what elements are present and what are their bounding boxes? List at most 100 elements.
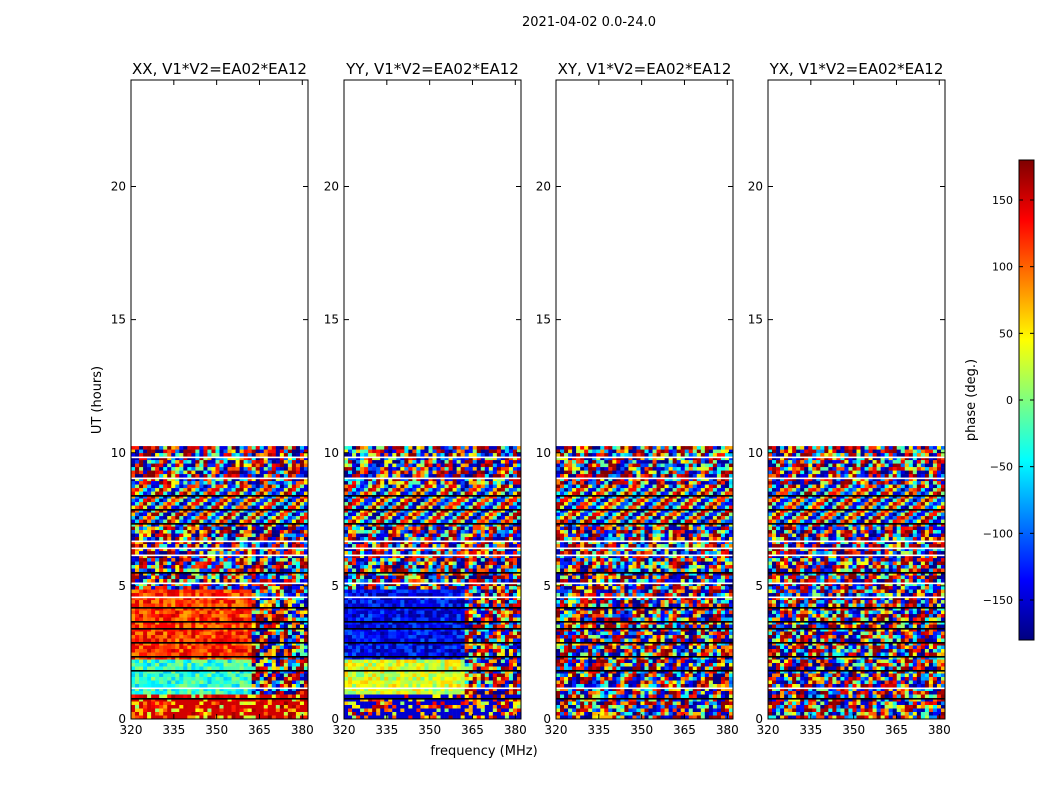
heatmap-cell <box>247 708 252 713</box>
heatmap-cell <box>131 677 136 681</box>
heatmap-cell <box>179 572 184 576</box>
heatmap-cell <box>219 572 224 576</box>
heatmap-cell <box>195 666 200 671</box>
heatmap-cell <box>227 491 232 496</box>
heatmap-cell <box>171 614 176 618</box>
heatmap-cell <box>231 712 236 716</box>
heatmap-cell <box>215 460 220 464</box>
heatmap-cell <box>247 509 252 513</box>
heatmap-cell <box>167 526 172 531</box>
heatmap-cell <box>287 568 293 573</box>
heatmap-cell <box>460 470 465 475</box>
heatmap-cell <box>131 673 136 678</box>
heatmap-cell <box>299 621 305 625</box>
heatmap-cell <box>171 446 176 450</box>
heatmap-cell <box>283 677 289 681</box>
heatmap-cell <box>131 547 136 552</box>
heatmap-cell <box>259 582 265 587</box>
heatmap-cell <box>299 526 305 531</box>
heatmap-cell <box>143 523 148 527</box>
heatmap-cell <box>480 533 486 538</box>
heatmap-cell <box>191 467 196 471</box>
heatmap-cell <box>171 488 176 492</box>
heatmap-cell <box>299 631 305 636</box>
heatmap-cell <box>167 708 172 713</box>
heatmap-cell <box>183 649 188 653</box>
heatmap-cell <box>211 715 216 720</box>
heatmap-cell <box>504 498 510 503</box>
heatmap-cell <box>263 593 269 597</box>
heatmap-cell <box>139 463 144 468</box>
heatmap-cell <box>283 544 289 548</box>
heatmap-cell <box>219 554 224 559</box>
heatmap-cell <box>219 565 224 569</box>
heatmap-cell <box>175 610 180 615</box>
y-tick-label: 0 <box>118 712 126 726</box>
heatmap-cell <box>484 463 490 468</box>
heatmap-cell <box>488 481 494 485</box>
heatmap-cell <box>291 705 297 709</box>
heatmap-cell <box>356 488 361 492</box>
heatmap-cell <box>516 561 522 566</box>
heatmap-cell <box>187 649 192 653</box>
heatmap-cell <box>163 705 168 709</box>
heatmap-cell <box>195 635 200 639</box>
heatmap-cell <box>275 607 281 611</box>
heatmap-cell <box>488 526 494 531</box>
heatmap-cell <box>131 509 136 513</box>
heatmap-cell <box>147 537 152 541</box>
heatmap-cell <box>464 554 469 559</box>
heatmap-cell <box>195 603 200 608</box>
heatmap-cell <box>287 621 293 625</box>
heatmap-cell <box>416 488 421 492</box>
heatmap-cell <box>171 621 176 625</box>
heatmap-cell <box>227 565 232 569</box>
heatmap-cell <box>207 502 212 506</box>
heatmap-cell <box>500 547 506 552</box>
heatmap-cell <box>436 509 441 513</box>
heatmap-cell <box>255 540 261 545</box>
heatmap-cell <box>135 694 140 699</box>
heatmap-cell <box>195 593 200 597</box>
heatmap-cell <box>287 617 293 622</box>
heatmap-cell <box>376 512 381 517</box>
heatmap-cell <box>179 701 184 706</box>
heatmap-cell <box>271 572 277 576</box>
heatmap-cell <box>183 477 188 482</box>
heatmap-cell <box>291 621 297 625</box>
heatmap-cell <box>299 642 305 646</box>
heatmap-cell <box>291 579 297 583</box>
heatmap-cell <box>376 523 381 527</box>
heatmap-cell <box>171 484 176 489</box>
heatmap-cell <box>283 449 289 454</box>
heatmap-cell <box>167 470 172 475</box>
heatmap-cell <box>484 460 490 464</box>
heatmap-cell <box>504 533 510 538</box>
heatmap-cell <box>271 701 277 706</box>
x-tick-label: 350 <box>205 723 228 737</box>
heatmap-cell <box>275 649 281 653</box>
heatmap-cell <box>219 642 224 646</box>
heatmap-cell <box>275 652 281 657</box>
heatmap-cell <box>464 523 469 527</box>
heatmap-cell <box>255 680 261 685</box>
heatmap-cell <box>400 533 405 538</box>
heatmap-cell <box>303 530 309 534</box>
heatmap-cell <box>271 705 277 709</box>
heatmap-cell <box>271 694 277 699</box>
heatmap-cell <box>179 666 184 671</box>
heatmap-cell <box>239 481 244 485</box>
heatmap-cell <box>231 677 236 681</box>
heatmap-cell <box>219 579 224 583</box>
heatmap-cell <box>380 477 385 482</box>
heatmap-cell <box>203 572 208 576</box>
heatmap-cell <box>400 519 405 524</box>
heatmap-cell <box>448 554 453 559</box>
heatmap-cell <box>484 474 490 478</box>
heatmap-cell <box>356 491 361 496</box>
heatmap-cell <box>167 652 172 657</box>
heatmap-cell <box>155 666 160 671</box>
heatmap-cell <box>231 460 236 464</box>
heatmap-cell <box>215 705 220 709</box>
heatmap-cell <box>203 481 208 485</box>
